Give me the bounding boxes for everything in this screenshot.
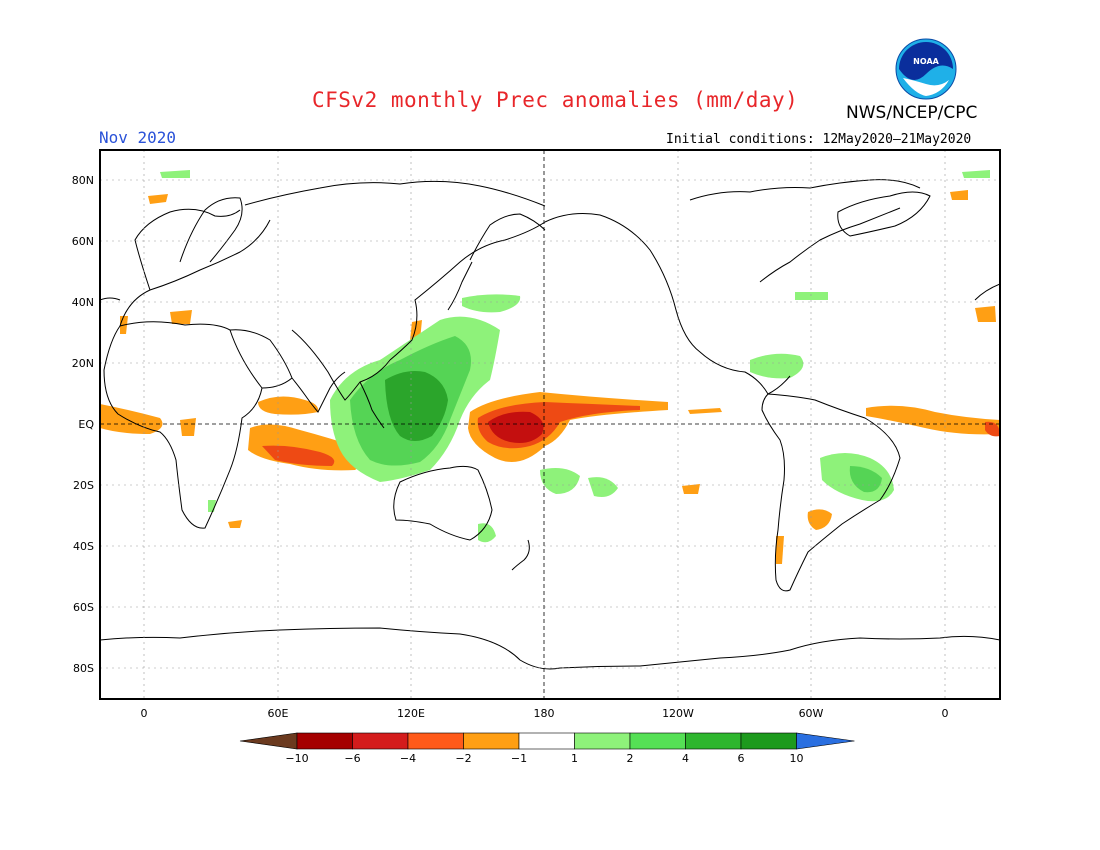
indian-ocean-dry-core bbox=[262, 445, 335, 466]
lat-label: 80S bbox=[73, 662, 94, 675]
colorbar-label: −2 bbox=[455, 752, 471, 765]
colorbar-swatch bbox=[629, 732, 686, 750]
lat-label: 40S bbox=[73, 540, 94, 553]
logo-text: NOAA bbox=[913, 57, 939, 66]
colorbar-swatch bbox=[740, 732, 797, 750]
lat-axis: 80N 60N 40N 20N EQ 20S 40S 60S 80S bbox=[72, 174, 95, 675]
colorbar-swatch bbox=[407, 732, 464, 750]
lon-label: 120W bbox=[662, 707, 694, 720]
anomaly-fields bbox=[100, 170, 1000, 564]
colorbar: −10 −6 −4 −2 −1 1 2 4 6 10 bbox=[239, 732, 855, 765]
agency-label: NWS/NCEP/CPC bbox=[846, 103, 978, 123]
colorbar-label: −4 bbox=[400, 752, 416, 765]
colorbar-label: −1 bbox=[511, 752, 527, 765]
colorbar-label: −6 bbox=[344, 752, 360, 765]
colorbar-label: −10 bbox=[285, 752, 308, 765]
coastlines bbox=[100, 179, 1000, 670]
lon-label: 60W bbox=[799, 707, 824, 720]
noaa-logo: NOAA bbox=[895, 38, 957, 100]
colorbar-label: 10 bbox=[790, 752, 804, 765]
south-america-dry bbox=[807, 509, 832, 530]
map-title: CFSv2 monthly Prec anomalies (mm/day) bbox=[312, 88, 799, 112]
colorbar-arrow-high bbox=[796, 732, 855, 750]
colorbar-arrow-low bbox=[239, 732, 298, 750]
arabian-sea-dry bbox=[258, 396, 319, 415]
colorbar-swatch bbox=[518, 732, 575, 750]
caribbean-wet bbox=[750, 353, 804, 379]
colorbar-label: 4 bbox=[682, 752, 689, 765]
lat-label: 60S bbox=[73, 601, 94, 614]
lat-label: 20S bbox=[73, 479, 94, 492]
reference-lines bbox=[100, 150, 1000, 699]
lon-label: 120E bbox=[397, 707, 425, 720]
atlantic-dry-west bbox=[866, 405, 1000, 435]
forecast-month: Nov 2020 bbox=[99, 128, 177, 147]
south-america-wet-core bbox=[849, 466, 882, 493]
gridlines bbox=[100, 150, 1000, 699]
atlantic-dry-core bbox=[985, 421, 1000, 437]
lon-axis: 0 60E 120E 180 120W 60W 0 bbox=[141, 707, 949, 720]
lat-label: 20N bbox=[72, 357, 94, 370]
lon-label: 180 bbox=[534, 707, 555, 720]
colorbar-label: 1 bbox=[571, 752, 578, 765]
colorbar-swatch bbox=[352, 732, 409, 750]
maritime-wet-core bbox=[385, 371, 448, 441]
colorbar-swatch bbox=[574, 732, 631, 750]
lon-label: 0 bbox=[141, 707, 148, 720]
atlantic-dry-east bbox=[100, 404, 163, 434]
nw-pacific-wet bbox=[462, 294, 521, 313]
colorbar-swatch bbox=[685, 732, 742, 750]
lat-label: 40N bbox=[72, 296, 94, 309]
colorbar-swatch bbox=[296, 732, 353, 750]
south-pacific-wet bbox=[540, 468, 580, 494]
lon-label: 60E bbox=[268, 707, 289, 720]
pacific-dry-core bbox=[488, 411, 544, 443]
lat-label: EQ bbox=[78, 418, 94, 431]
map-frame bbox=[99, 149, 1001, 700]
colorbar-label: 2 bbox=[627, 752, 634, 765]
initial-conditions: Initial conditions: 12May2020–21May2020 bbox=[666, 132, 972, 147]
colorbar-label: 6 bbox=[738, 752, 745, 765]
lon-label: 0 bbox=[942, 707, 949, 720]
lat-label: 80N bbox=[72, 174, 94, 187]
lat-label: 60N bbox=[72, 235, 94, 248]
colorbar-swatch bbox=[463, 732, 520, 750]
